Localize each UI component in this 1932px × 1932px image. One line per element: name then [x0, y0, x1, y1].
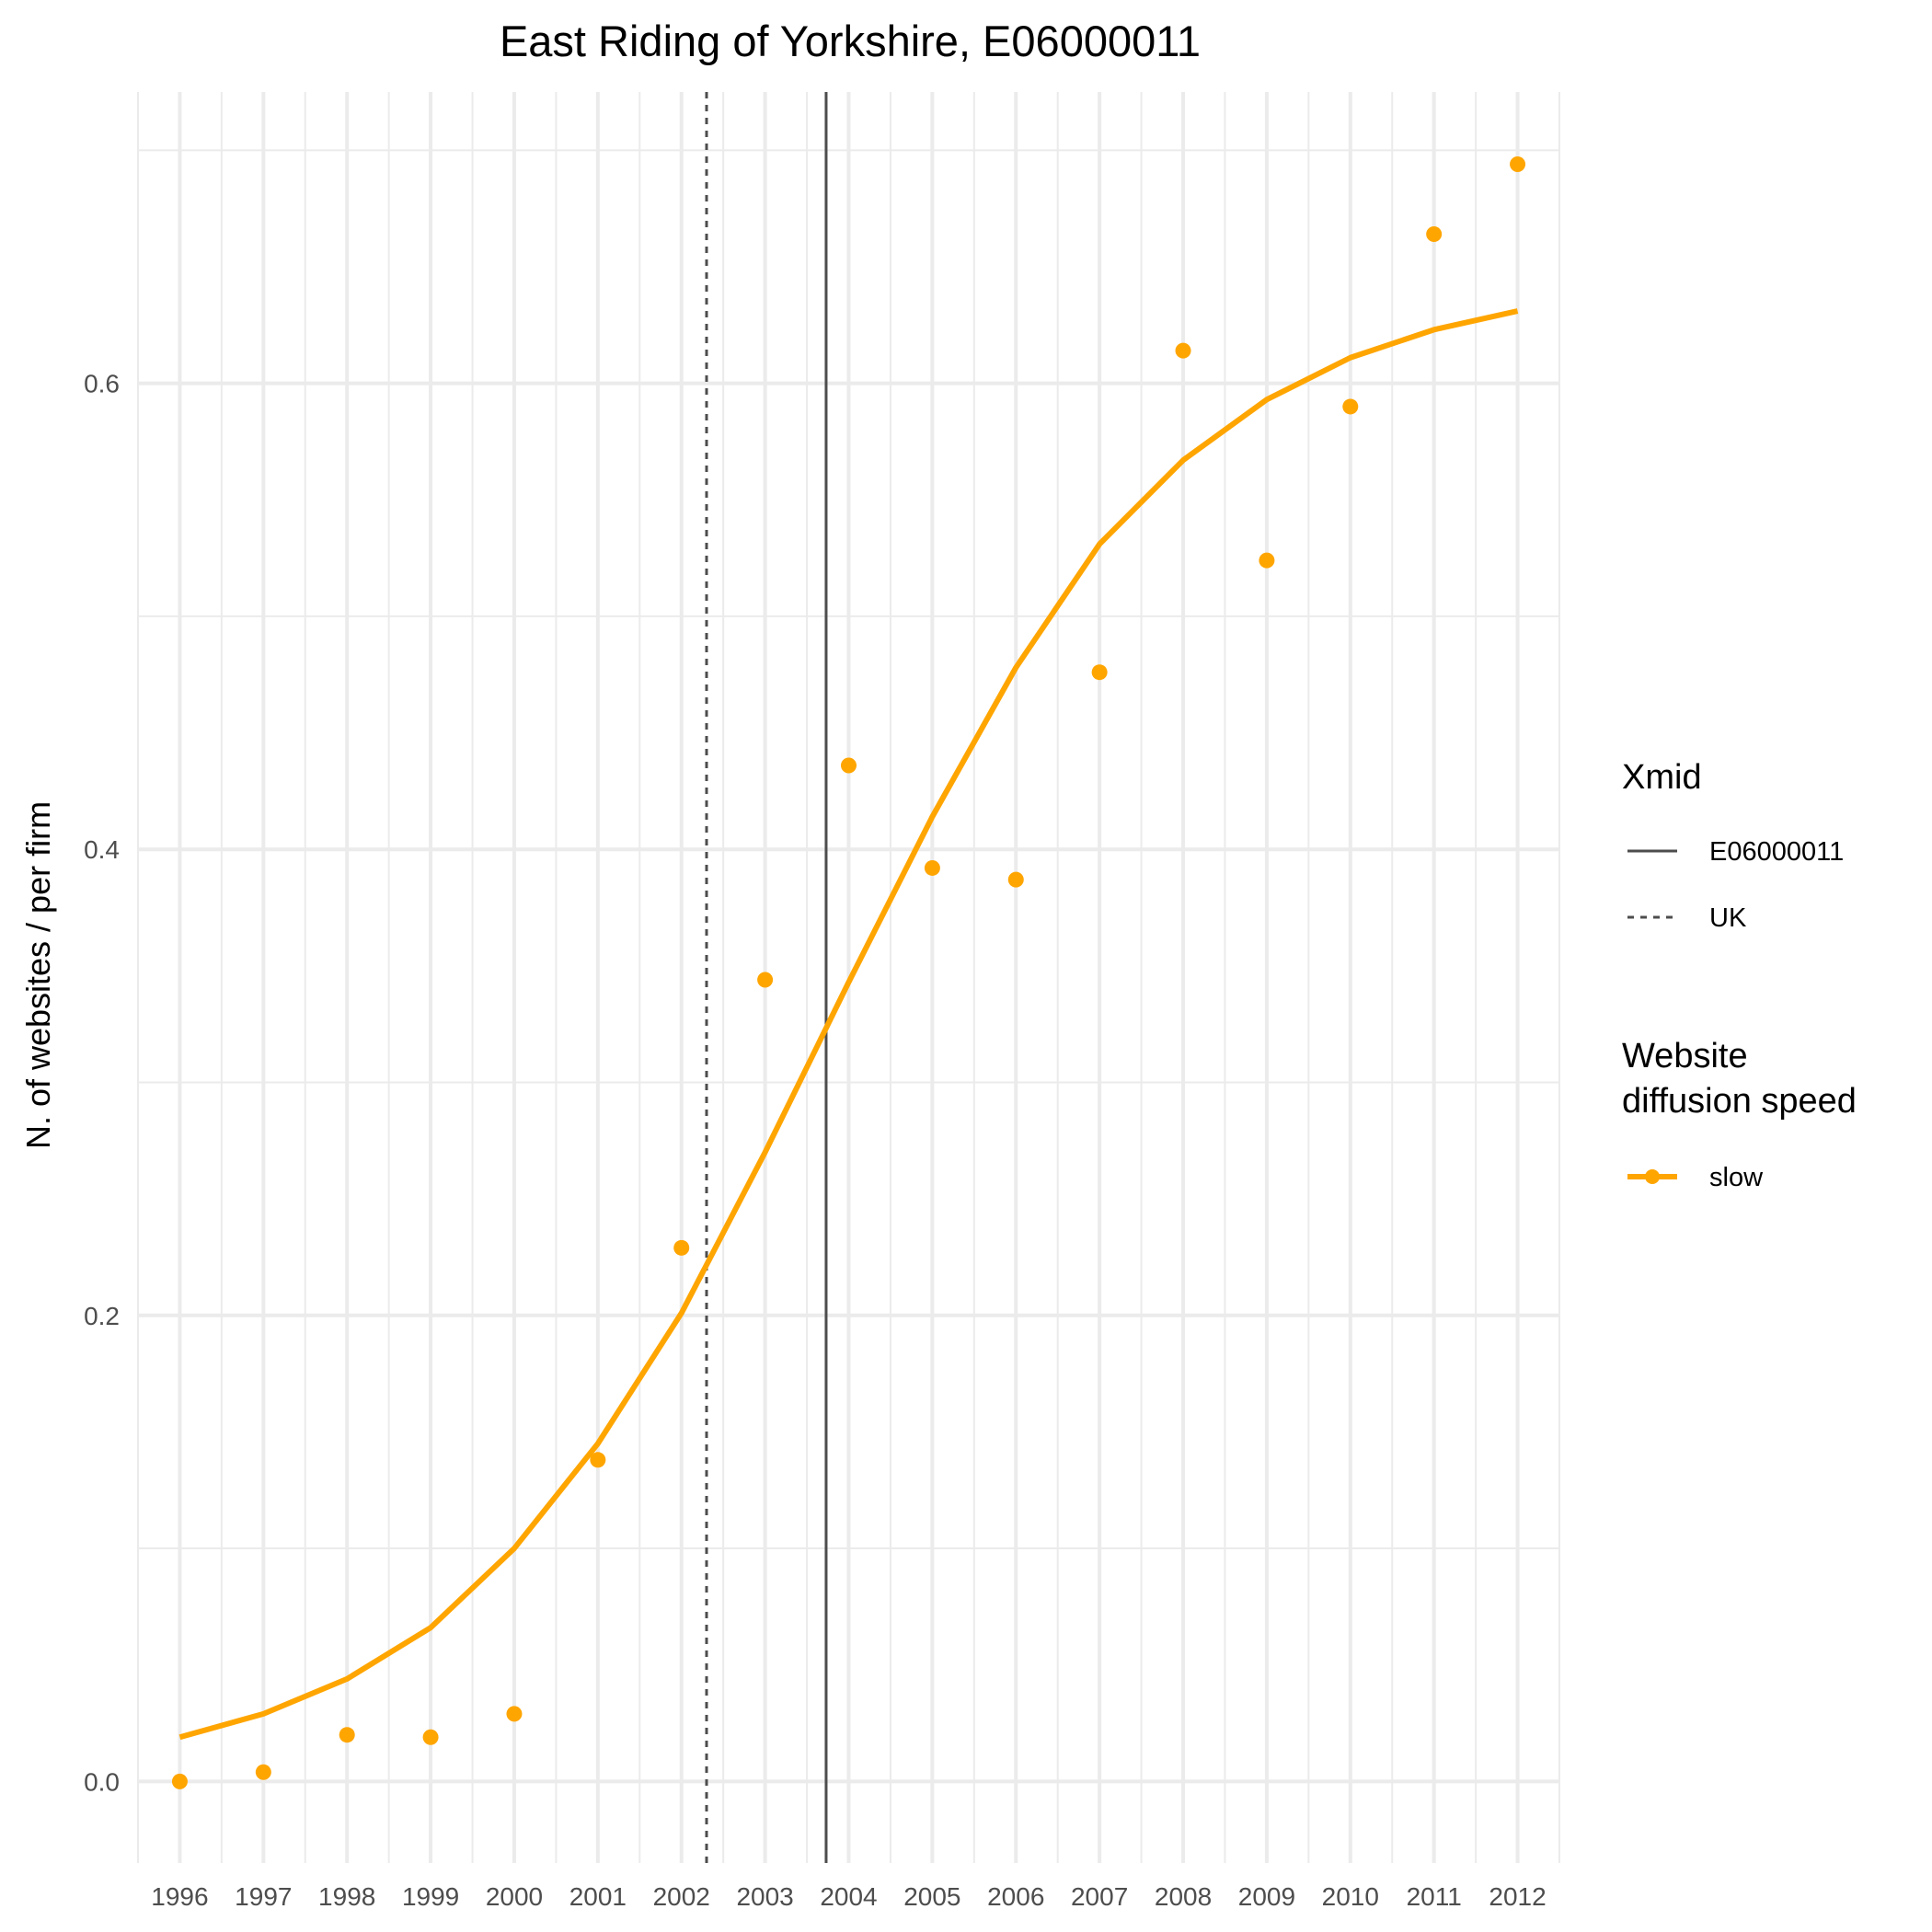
x-tick-label: 1997: [235, 1882, 292, 1911]
x-tick-label: 1999: [402, 1882, 459, 1911]
x-tick-label: 2001: [569, 1882, 627, 1911]
legend-item-e06000011: E06000011: [1709, 837, 1844, 867]
y-tick-label: 0.6: [84, 370, 120, 398]
data-point: [1342, 398, 1359, 415]
grid: [137, 92, 1560, 1863]
x-tick-label: 2009: [1238, 1882, 1295, 1911]
x-tick-label: 2007: [1071, 1882, 1128, 1911]
fitted-curve-slow: [178, 308, 1519, 1741]
data-point: [506, 1706, 523, 1722]
x-tick-label: 2006: [987, 1882, 1044, 1911]
legend-speed-title-line2: diffusion speed: [1622, 1082, 1857, 1121]
chart-title: East Riding of Yorkshire, E06000011: [500, 17, 1201, 65]
legend-xmid-title: Xmid: [1622, 758, 1702, 797]
series-layer: [171, 156, 1526, 1789]
data-point: [1510, 156, 1526, 173]
data-point: [590, 1452, 606, 1468]
legend-xmid: Xmid E06000011 UK: [1622, 758, 1844, 933]
legend-item-uk: UK: [1709, 903, 1747, 933]
y-axis-title: N. of websites / per firm: [19, 801, 57, 1149]
data-point: [1259, 552, 1275, 569]
legend-item-slow: slow: [1709, 1163, 1764, 1192]
x-tick-label: 2012: [1489, 1882, 1546, 1911]
legend-slow-point-key: [1645, 1169, 1660, 1184]
x-tick-label: 2011: [1407, 1882, 1462, 1911]
x-tick-label: 2010: [1322, 1882, 1379, 1911]
x-tick-label: 2003: [736, 1882, 793, 1911]
data-point: [841, 757, 857, 774]
y-axis-ticks: 0.0 0.2 0.4 0.6: [84, 370, 120, 1797]
data-point: [255, 1764, 271, 1780]
data-point: [757, 972, 774, 988]
reference-lines: [705, 92, 828, 1863]
x-tick-label: 1996: [151, 1882, 208, 1911]
x-tick-label: 2004: [820, 1882, 877, 1911]
x-tick-label: 2000: [486, 1882, 543, 1911]
x-axis-ticks: 1996 1997 1998 1999 2000 2001 2002 2003 2004 2005…: [151, 1882, 1546, 1911]
legend-speed-title-line1: Website: [1622, 1037, 1748, 1075]
data-point: [1091, 664, 1108, 681]
y-tick-label: 0.0: [84, 1767, 120, 1796]
data-point: [422, 1729, 439, 1745]
data-point: [924, 859, 940, 876]
data-point: [171, 1773, 188, 1789]
data-point: [1007, 871, 1024, 888]
x-tick-label: 2002: [653, 1882, 710, 1911]
data-point: [1175, 342, 1191, 359]
y-tick-label: 0.4: [84, 835, 120, 864]
x-tick-label: 2008: [1155, 1882, 1212, 1911]
data-point: [1426, 226, 1443, 243]
legend-diffusion-speed: Website diffusion speed slow: [1622, 1037, 1857, 1192]
x-tick-label: 2005: [903, 1882, 960, 1911]
data-point: [673, 1239, 690, 1256]
data-point: [339, 1727, 355, 1743]
x-tick-label: 1998: [318, 1882, 375, 1911]
y-tick-label: 0.2: [84, 1302, 120, 1330]
